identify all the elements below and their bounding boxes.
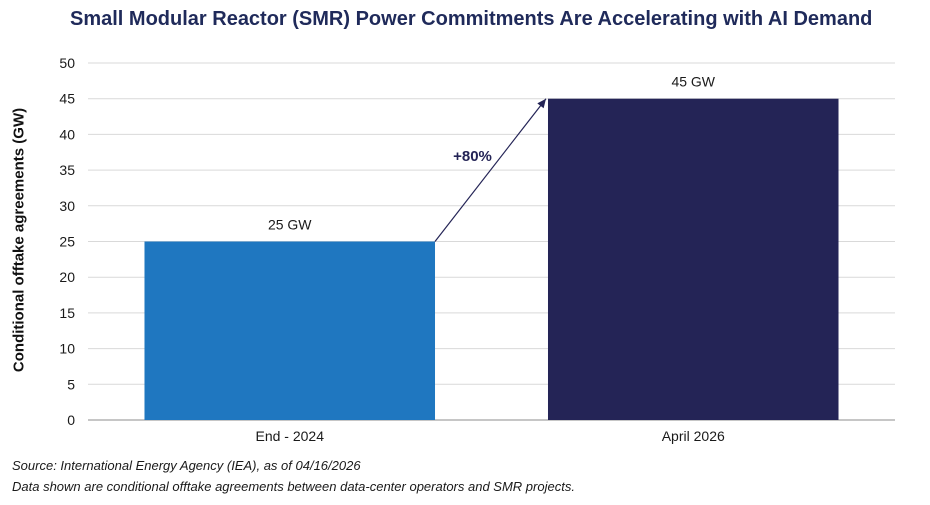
y-tick-label: 0 — [67, 412, 75, 428]
data-label: 25 GW — [268, 217, 312, 233]
y-tick-label: 25 — [59, 234, 75, 250]
chart-title: Small Modular Reactor (SMR) Power Commit… — [70, 8, 873, 30]
growth-annotation-label: +80% — [453, 148, 492, 165]
y-tick-label: 50 — [59, 55, 75, 71]
x-tick-label: April 2026 — [662, 428, 725, 444]
source-note: Source: International Energy Agency (IEA… — [12, 458, 361, 473]
description-note: Data shown are conditional offtake agree… — [12, 479, 575, 494]
y-tick-label: 40 — [59, 126, 75, 142]
growth-arrow — [434, 98, 547, 242]
data-label: 45 GW — [671, 74, 715, 90]
y-tick-label: 30 — [59, 198, 75, 214]
y-tick-label: 45 — [59, 91, 75, 107]
y-tick-label: 10 — [59, 341, 75, 357]
x-tick-label: End - 2024 — [256, 428, 325, 444]
bar — [144, 241, 436, 420]
y-tick-label: 5 — [67, 376, 75, 392]
y-tick-label: 20 — [59, 269, 75, 285]
y-tick-label: 15 — [59, 305, 75, 321]
bar — [547, 98, 839, 420]
y-tick-label: 35 — [59, 162, 75, 178]
growth-arrowhead — [537, 98, 546, 109]
bar-chart: 0 5 10 15 20 25 30 35 40 45 50 25 GW End - 2024 45 GW… — [59, 55, 895, 444]
